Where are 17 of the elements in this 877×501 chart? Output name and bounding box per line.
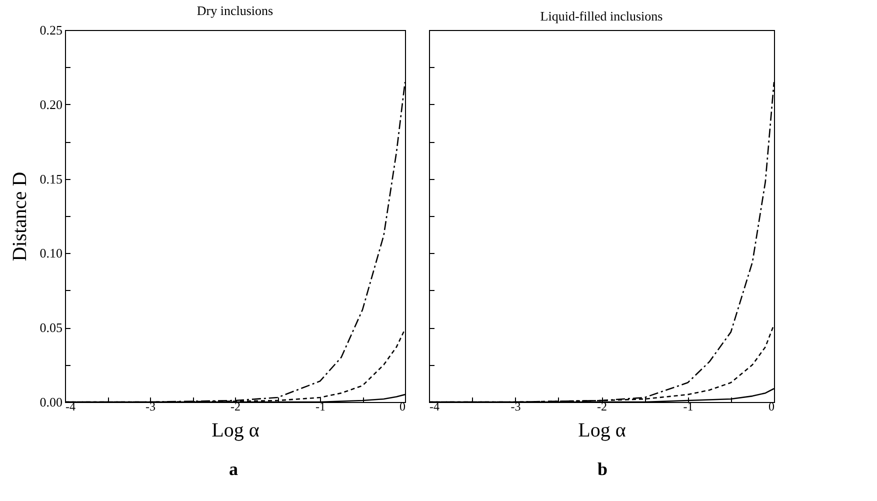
y-tick-label: 0.05 [40,320,62,336]
x-tick-label: -1 [683,400,694,414]
x-axis-title: Log α [212,420,260,442]
chart-title: Dry inclusions [196,3,274,18]
x-tick-label: -1 [316,400,326,414]
y-tick-label: 0.20 [40,96,62,112]
x-tick-label: -4 [66,400,76,414]
text: b [597,459,608,480]
text: a [229,459,238,480]
y-tick-label: 0.25 [40,22,62,38]
y-tick-label: 0.10 [40,246,62,261]
y-tick-label: 0.00 [40,394,62,410]
chart-title: Liquid-filled inclusions [540,8,663,24]
x-tick-label: -4 [430,400,440,414]
x-axis-title: Log α [578,420,626,442]
y-tick-label: 0.15 [40,171,62,186]
y-axis-title: Distance D [8,172,31,262]
